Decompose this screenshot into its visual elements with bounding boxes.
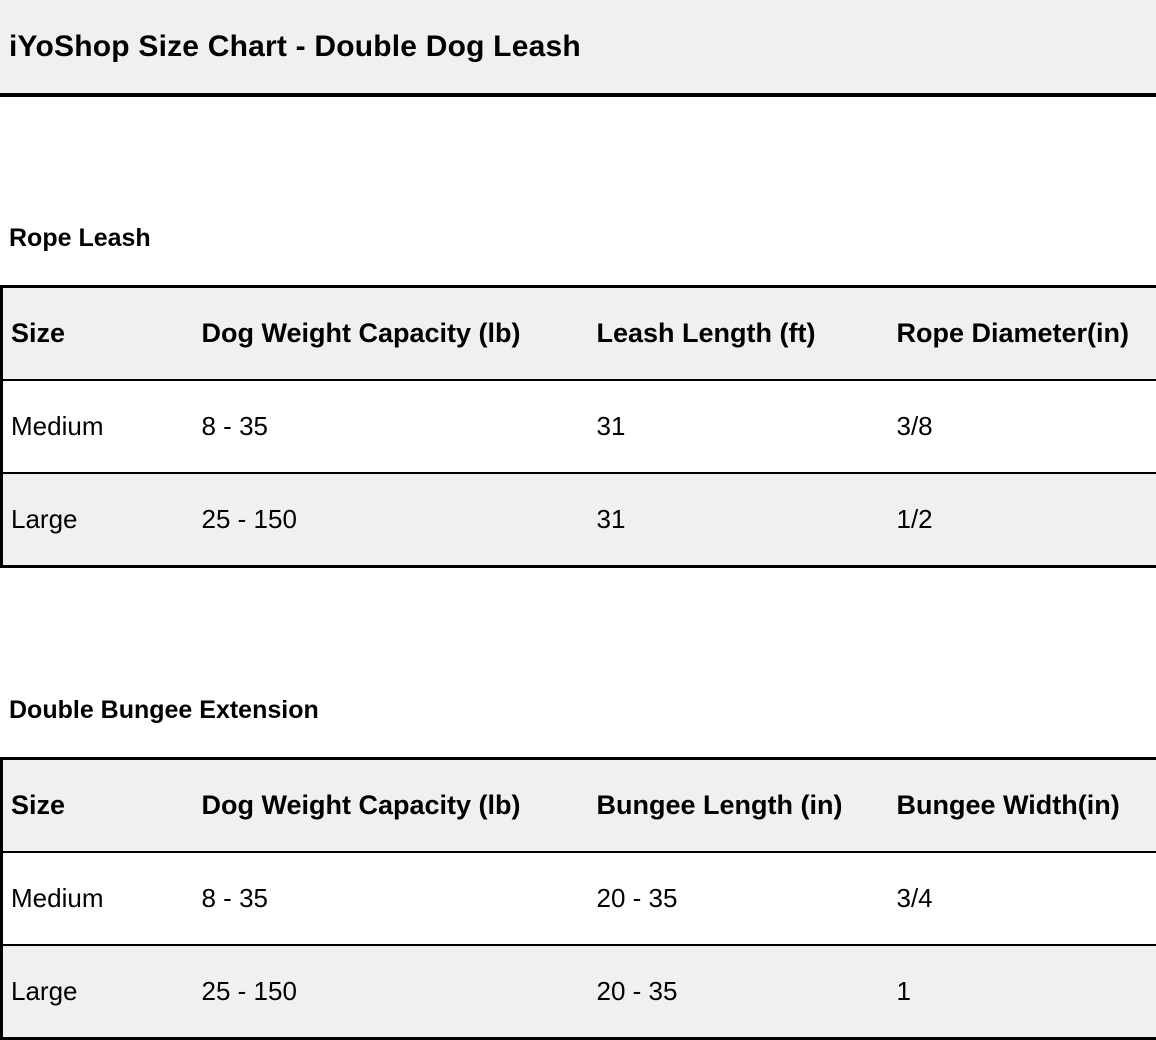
cell-size: Medium — [11, 411, 104, 441]
cell-size: Large — [11, 504, 78, 534]
column-header-weight-capacity: Dog Weight Capacity (lb) — [201, 790, 521, 820]
column-header-rope-diameter: Rope Diameter(in) — [896, 318, 1130, 348]
table-row-medium: Medium 8 - 35 31 3/8 — [1, 380, 1156, 473]
section-heading-rope-leash: Rope Leash — [9, 224, 151, 252]
cell-diameter: 1/2 — [896, 504, 933, 534]
cell-length: 31 — [596, 411, 626, 441]
cell-length: 20 - 35 — [596, 883, 678, 913]
double-bungee-extension-table: Size Dog Weight Capacity (lb) Bungee Len… — [0, 757, 1156, 1040]
cell-weight: 8 - 35 — [201, 883, 269, 913]
column-header-weight-capacity: Dog Weight Capacity (lb) — [201, 318, 521, 348]
column-header-bungee-length: Bungee Length (in) — [596, 790, 843, 820]
title-bar: iYoShop Size Chart - Double Dog Leash — [0, 0, 1156, 97]
cell-diameter: 3/8 — [896, 411, 933, 441]
cell-size: Large — [11, 976, 78, 1006]
section-heading-double-bungee-extension: Double Bungee Extension — [9, 696, 319, 724]
table-row-medium: Medium 8 - 35 20 - 35 3/4 — [1, 852, 1156, 945]
cell-width: 3/4 — [896, 883, 933, 913]
table-row-large: Large 25 - 150 20 - 35 1 — [1, 945, 1156, 1039]
column-header-leash-length: Leash Length (ft) — [596, 318, 816, 348]
column-header-size: Size — [11, 790, 66, 820]
table-row-large: Large 25 - 150 31 1/2 — [1, 473, 1156, 567]
page-title: iYoShop Size Chart - Double Dog Leash — [9, 29, 581, 63]
rope-leash-table: Size Dog Weight Capacity (lb) Leash Leng… — [0, 285, 1156, 568]
cell-size: Medium — [11, 883, 104, 913]
cell-weight: 25 - 150 — [201, 976, 297, 1006]
cell-weight: 8 - 35 — [201, 411, 269, 441]
cell-width: 1 — [896, 976, 911, 1006]
cell-length: 20 - 35 — [596, 976, 678, 1006]
table-header-row: Size Dog Weight Capacity (lb) Leash Leng… — [1, 286, 1156, 380]
cell-weight: 25 - 150 — [201, 504, 297, 534]
table-header-row: Size Dog Weight Capacity (lb) Bungee Len… — [1, 758, 1156, 852]
column-header-size: Size — [11, 318, 66, 348]
cell-length: 31 — [596, 504, 626, 534]
column-header-bungee-width: Bungee Width(in) — [896, 790, 1120, 820]
